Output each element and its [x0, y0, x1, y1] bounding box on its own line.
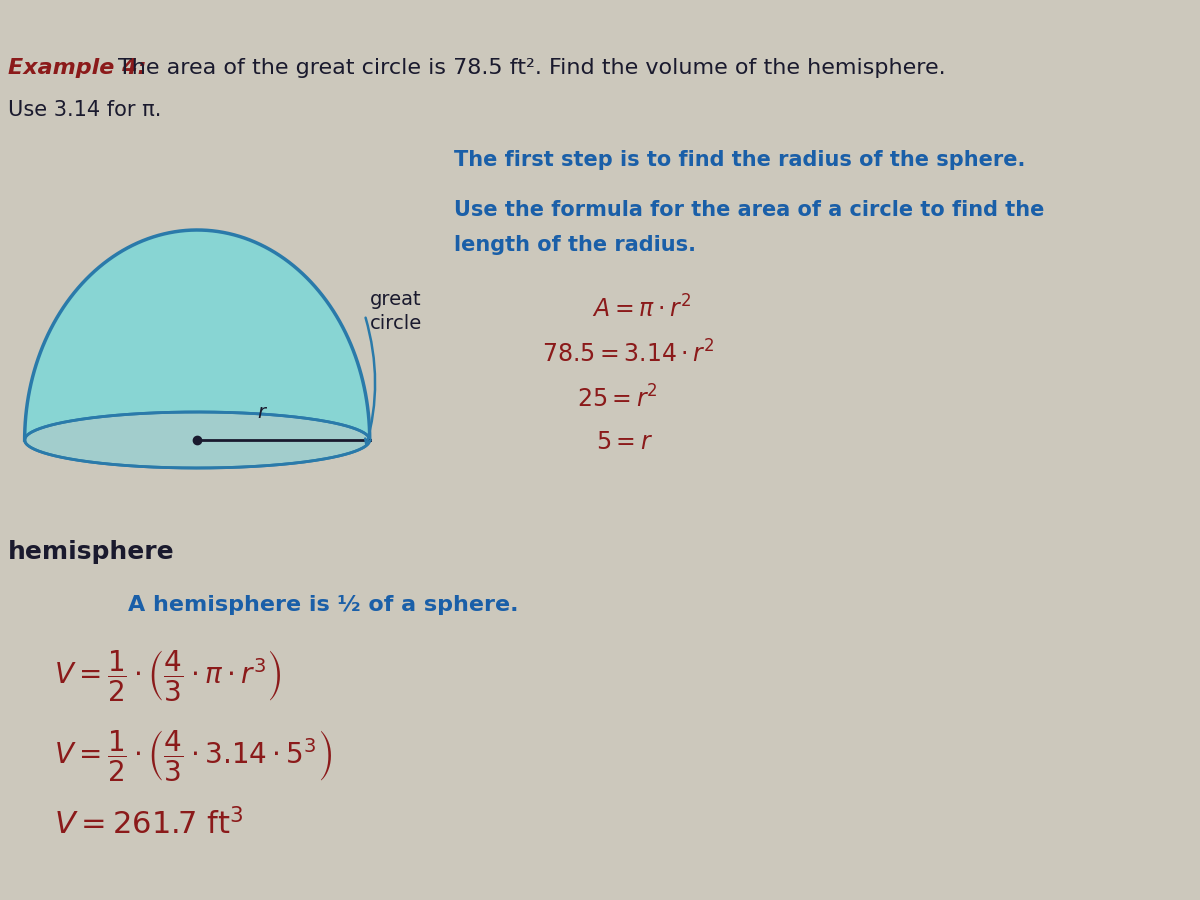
Text: $V = 261.7 \text{ ft}^3$: $V = 261.7 \text{ ft}^3$ — [54, 808, 244, 841]
Text: $78.5 = 3.14 \cdot r^2$: $78.5 = 3.14 \cdot r^2$ — [542, 340, 715, 367]
Text: A hemisphere is ½ of a sphere.: A hemisphere is ½ of a sphere. — [128, 595, 518, 615]
Text: Example 4:: Example 4: — [8, 58, 146, 78]
Text: length of the radius.: length of the radius. — [454, 235, 696, 255]
Text: hemisphere: hemisphere — [8, 540, 174, 564]
Text: Use 3.14 for π.: Use 3.14 for π. — [8, 100, 161, 120]
Polygon shape — [25, 230, 370, 440]
Text: $V = \dfrac{1}{2} \cdot \left(\dfrac{4}{3} \cdot \pi \cdot r^3\right)$: $V = \dfrac{1}{2} \cdot \left(\dfrac{4}{… — [54, 648, 282, 703]
Text: great
circle: great circle — [370, 290, 422, 333]
Text: r: r — [257, 403, 265, 422]
Text: The first step is to find the radius of the sphere.: The first step is to find the radius of … — [454, 150, 1025, 170]
Text: $25 = r^2$: $25 = r^2$ — [577, 385, 658, 412]
Text: $5 = r$: $5 = r$ — [596, 430, 654, 454]
Text: $V = \dfrac{1}{2} \cdot \left(\dfrac{4}{3} \cdot 3.14 \cdot 5^3\right)$: $V = \dfrac{1}{2} \cdot \left(\dfrac{4}{… — [54, 728, 332, 783]
Text: Use the formula for the area of a circle to find the: Use the formula for the area of a circle… — [454, 200, 1044, 220]
Text: $A = \pi \cdot r^2$: $A = \pi \cdot r^2$ — [592, 295, 691, 322]
Polygon shape — [25, 412, 370, 468]
Text: The area of the great circle is 78.5 ft². Find the volume of the hemisphere.: The area of the great circle is 78.5 ft²… — [119, 58, 946, 78]
